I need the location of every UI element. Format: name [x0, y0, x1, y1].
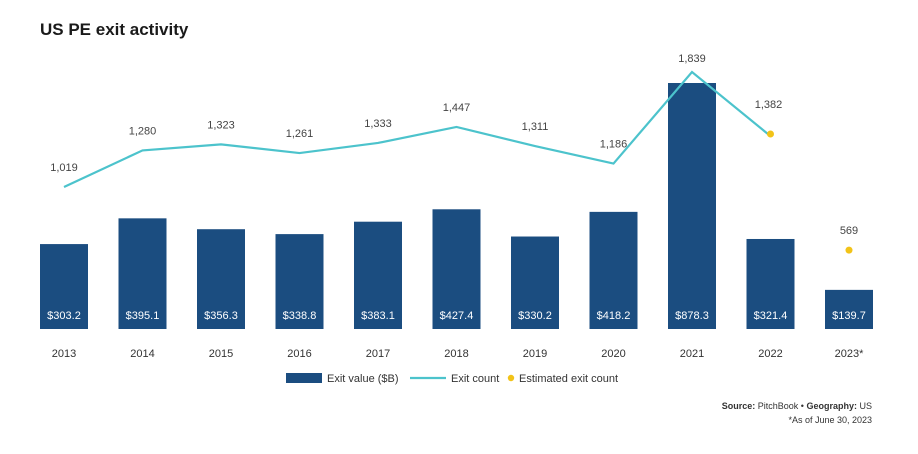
exit-count-label: 1,333	[364, 118, 392, 130]
exit-count-label: 1,019	[50, 162, 78, 174]
legend-estimated-count: Estimated exit count	[519, 373, 618, 385]
bar-2018	[432, 209, 481, 329]
x-tick-label: 2018	[444, 348, 468, 360]
legend-exit-count: Exit count	[451, 373, 499, 385]
bar-value-label: $418.2	[597, 310, 631, 322]
x-tick-label: 2016	[287, 348, 311, 360]
exit-count-label: 1,323	[207, 119, 235, 131]
bar-2021	[668, 83, 716, 329]
footnote: *As of June 30, 2023	[788, 415, 872, 425]
bar-value-label: $303.2	[47, 310, 81, 322]
bar-value-label: $330.2	[518, 310, 552, 322]
x-tick-label: 2021	[680, 348, 704, 360]
bar-value-label: $383.1	[361, 310, 395, 322]
bar-value-label: $878.3	[675, 310, 709, 322]
legend-exit-value: Exit value ($B)	[327, 373, 399, 385]
x-tick-label: 2023*	[835, 348, 864, 360]
bar-value-label: $427.4	[440, 310, 474, 322]
x-tick-label: 2022	[758, 348, 782, 360]
bar-2022	[746, 238, 795, 329]
bars-layer: $303.2 $395.1 $356.3 $338.8 $383.1 $427.4 $330…	[40, 83, 873, 329]
source-separator: •	[800, 401, 804, 411]
exit-count-label: 1,311	[522, 121, 549, 133]
x-tick-label: 2017	[366, 348, 390, 360]
bar-2020	[589, 211, 638, 329]
source-label: Source:	[721, 401, 756, 411]
exit-count-label: 1,261	[286, 128, 314, 140]
estimated-point-2022	[767, 130, 774, 138]
geography-value: US	[859, 401, 872, 411]
chart-title: US PE exit activity	[40, 20, 189, 39]
x-tick-label: 2014	[130, 348, 154, 360]
legend-dot-swatch	[507, 374, 515, 382]
source-line: Source: PitchBook • Geography: US	[722, 399, 872, 413]
x-tick-label: 2013	[52, 348, 76, 360]
x-tick-label: 2019	[523, 348, 547, 360]
estimated-point-2023*	[845, 246, 853, 254]
source-note: Source: PitchBook • Geography: US *As of…	[722, 399, 872, 427]
x-tick-label: 2020	[601, 348, 625, 360]
legend-bar-swatch	[286, 373, 322, 383]
exit-count-line	[63, 70, 772, 188]
bar-value-label: $338.8	[283, 310, 317, 322]
exit-count-label: 1,186	[600, 139, 628, 151]
exit-count-label: 1,280	[129, 125, 157, 137]
estimated-count-label: 569	[840, 225, 858, 237]
geography-label: Geography:	[806, 401, 857, 411]
bar-2016	[275, 234, 324, 329]
line-layer: 1,019 1,280 1,323 1,261 1,333 1,447 1,311 1,186…	[50, 53, 858, 254]
bar-value-label: $139.7	[832, 310, 866, 322]
exit-count-label: 1,839	[678, 53, 706, 65]
x-axis-ticks: 2013 2014 2015 2016 2017 2018 2019 2020 2021 2022…	[52, 348, 864, 360]
bar-2014	[118, 218, 167, 329]
exit-count-label: 1,382	[755, 99, 783, 111]
bar-2023*	[825, 289, 873, 329]
bar-value-label: $356.3	[204, 310, 238, 322]
x-tick-label: 2015	[209, 348, 233, 360]
bar-2019	[511, 236, 559, 329]
source-name: PitchBook	[757, 401, 799, 411]
bar-2017	[354, 221, 402, 329]
bar-value-label: $321.4	[754, 310, 788, 322]
bar-value-label: $395.1	[126, 310, 160, 322]
bar-2015	[197, 229, 245, 329]
exit-count-label: 1,447	[443, 102, 471, 114]
legend: Exit value ($B) Exit count Estimated exit …	[286, 373, 618, 385]
bar-2013	[40, 244, 88, 329]
